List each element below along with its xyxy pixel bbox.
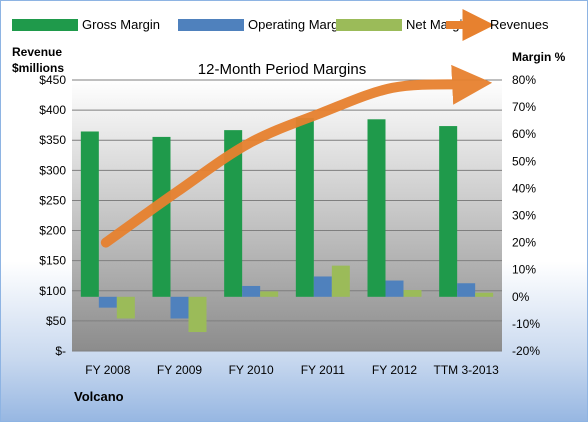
right-axis-ticks: 80% 70% 60% 50% 40% 30% 20% 10% 0% -10% -20% (512, 73, 540, 358)
right-axis-label: Margin % (512, 50, 566, 64)
legend-item: Gross Margin (12, 17, 160, 32)
legend-item: Operating Margin (178, 17, 348, 32)
revenue-line (100, 64, 493, 248)
bar-gross-margin (439, 126, 458, 297)
right-tick-label: 70% (512, 100, 536, 114)
legend: Gross Margin Operating Margin Net Margin Re… (12, 9, 549, 41)
revenue-series (100, 64, 493, 248)
left-tick-label: $300 (39, 163, 66, 177)
left-tick-label: $- (55, 344, 66, 358)
category-label: FY 2010 (229, 363, 274, 377)
legend-swatch (12, 19, 78, 31)
right-tick-label: -10% (512, 317, 540, 331)
bar-operating-margin (385, 280, 404, 297)
left-tick-label: $400 (39, 103, 66, 117)
legend-swatch (336, 19, 402, 31)
bar-net-margin (475, 292, 494, 297)
bar-net-margin (188, 296, 207, 333)
legend-swatch (178, 19, 244, 31)
bar-series (80, 117, 494, 333)
bar-gross-margin (224, 130, 243, 297)
left-tick-label: $350 (39, 133, 66, 147)
category-label: FY 2009 (157, 363, 202, 377)
left-tick-label: $250 (39, 193, 66, 207)
gridlines (72, 79, 502, 352)
category-labels: FY 2008 FY 2009 FY 2010 FY 2011 FY 2012 TTM 3… (85, 363, 499, 377)
left-axis-label-line2: $millions (12, 61, 64, 75)
left-tick-label: $100 (39, 284, 66, 298)
bar-operating-margin (313, 276, 332, 297)
left-tick-label: $450 (39, 73, 66, 87)
bar-net-margin (403, 290, 422, 297)
right-tick-label: 50% (512, 154, 536, 168)
bar-operating-margin (170, 296, 189, 319)
bar-gross-margin (80, 131, 99, 297)
right-tick-label: 40% (512, 181, 536, 195)
category-label: FY 2011 (301, 363, 346, 377)
chart-title: 12-Month Period Margins (198, 61, 366, 78)
left-tick-label: $200 (39, 224, 66, 238)
left-axis-ticks: $450 $400 $350 $300 $250 $200 $150 $100 $50 $- (39, 73, 66, 358)
bar-operating-margin (457, 283, 476, 297)
category-label: TTM 3-2013 (433, 363, 499, 377)
right-tick-label: 80% (512, 73, 536, 87)
bar-operating-margin (98, 296, 117, 308)
left-tick-label: $150 (39, 254, 66, 268)
legend-item: Revenues (446, 9, 549, 41)
bar-net-margin (116, 296, 135, 319)
right-tick-label: -20% (512, 344, 540, 358)
bar-net-margin (331, 265, 350, 297)
bar-net-margin (260, 291, 279, 297)
left-axis-label-line1: Revenue (12, 45, 62, 59)
category-label: FY 2008 (85, 363, 130, 377)
right-tick-label: 60% (512, 127, 536, 141)
right-tick-label: 20% (512, 236, 536, 250)
right-tick-label: 30% (512, 209, 536, 223)
left-tick-label: $50 (46, 314, 66, 328)
category-label: FY 2012 (372, 363, 417, 377)
right-tick-label: 10% (512, 263, 536, 277)
bar-gross-margin (367, 119, 386, 297)
bar-gross-margin (152, 136, 171, 297)
company-label: Volcano (74, 389, 124, 404)
bar-operating-margin (242, 285, 261, 297)
legend-label: Revenues (490, 17, 549, 32)
bar-gross-margin (295, 117, 314, 297)
legend-label: Operating Margin (248, 17, 348, 32)
right-tick-label: 0% (512, 290, 530, 304)
legend-label: Gross Margin (82, 17, 160, 32)
